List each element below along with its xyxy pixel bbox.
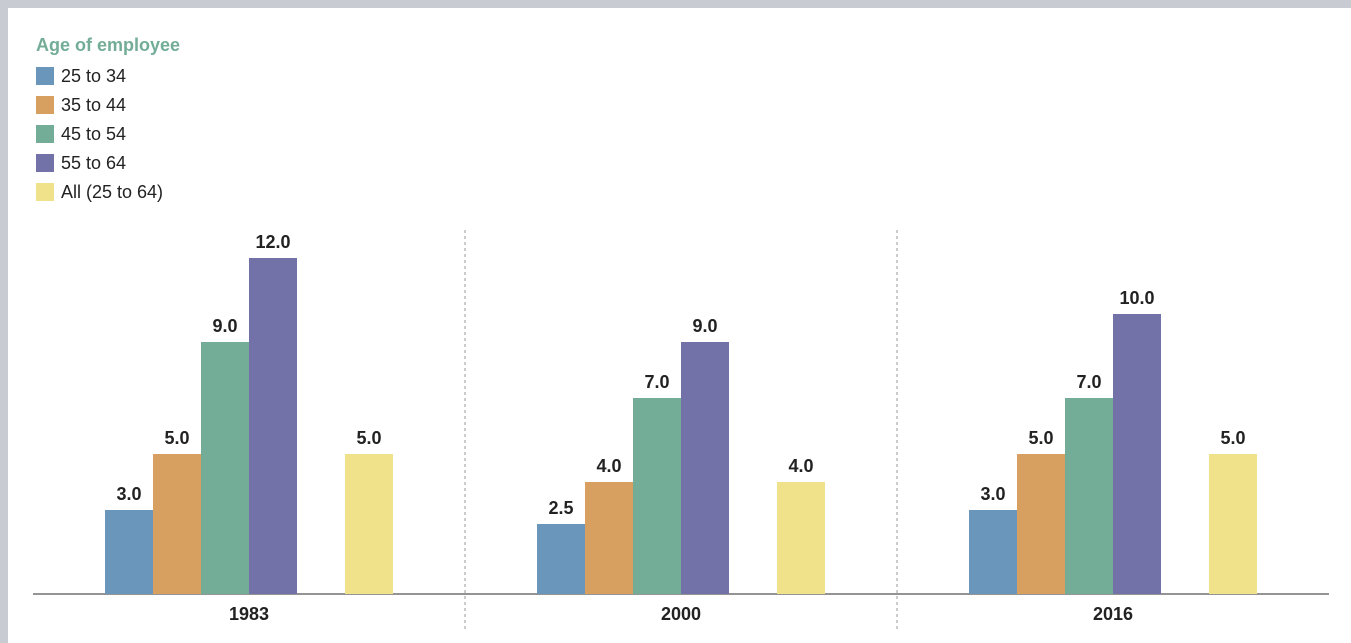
- legend-label: 55 to 64: [61, 153, 126, 173]
- bar: [585, 482, 633, 594]
- legend-swatch: [36, 67, 54, 85]
- bar: [633, 398, 681, 594]
- x-tick-label: 2000: [661, 604, 701, 624]
- value-label: 9.0: [212, 316, 237, 336]
- bar: [105, 510, 153, 594]
- legend-swatch: [36, 96, 54, 114]
- x-tick-label: 2016: [1093, 604, 1133, 624]
- legend-label: 45 to 54: [61, 124, 126, 144]
- bar: [969, 510, 1017, 594]
- value-label: 5.0: [1220, 428, 1245, 448]
- legend-swatch: [36, 154, 54, 172]
- legend-title: Age of employee: [36, 35, 180, 55]
- value-label: 4.0: [596, 456, 621, 476]
- value-label: 7.0: [1076, 372, 1101, 392]
- value-label: 12.0: [255, 232, 290, 252]
- value-label: 5.0: [164, 428, 189, 448]
- bar: [345, 454, 393, 594]
- legend-swatch: [36, 183, 54, 201]
- legend-label: 35 to 44: [61, 95, 126, 115]
- value-label: 7.0: [644, 372, 669, 392]
- bar: [1209, 454, 1257, 594]
- bar: [1113, 314, 1161, 594]
- bar: [249, 258, 297, 594]
- value-label: 3.0: [980, 484, 1005, 504]
- bar: [537, 524, 585, 594]
- legend-swatch: [36, 125, 54, 143]
- bar: [681, 342, 729, 594]
- value-label: 4.0: [788, 456, 813, 476]
- legend-label: All (25 to 64): [61, 182, 163, 202]
- legend-label: 25 to 34: [61, 66, 126, 86]
- value-label: 3.0: [116, 484, 141, 504]
- bar: [1017, 454, 1065, 594]
- value-label: 2.5: [548, 498, 573, 518]
- bar: [201, 342, 249, 594]
- bar: [1065, 398, 1113, 594]
- value-label: 5.0: [356, 428, 381, 448]
- value-label: 9.0: [692, 316, 717, 336]
- bar: [777, 482, 825, 594]
- x-tick-label: 1983: [229, 604, 269, 624]
- value-label: 10.0: [1119, 288, 1154, 308]
- value-label: 5.0: [1028, 428, 1053, 448]
- bar: [153, 454, 201, 594]
